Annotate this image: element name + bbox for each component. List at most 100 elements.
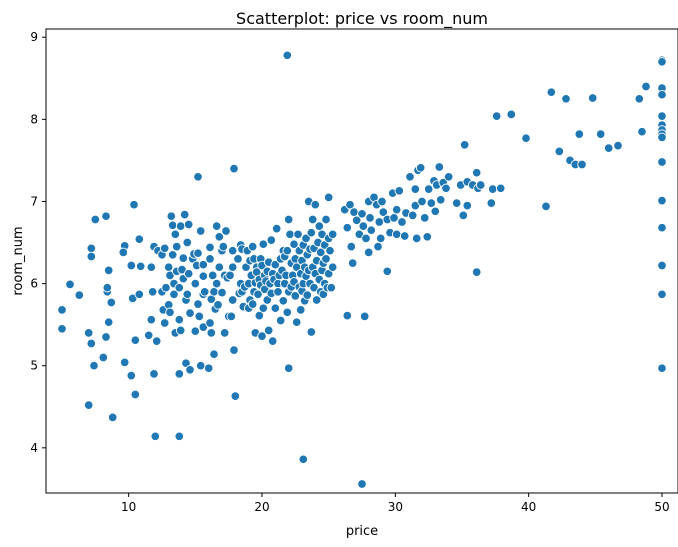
data-point (554, 146, 565, 157)
data-point (257, 331, 267, 341)
data-point (282, 50, 293, 61)
data-point (135, 261, 146, 272)
data-point (101, 211, 111, 221)
data-point (345, 199, 355, 210)
data-point (377, 196, 387, 207)
data-point (451, 198, 462, 208)
data-point (174, 314, 185, 325)
data-point (213, 300, 223, 310)
data-point (214, 232, 225, 242)
data-point (459, 140, 470, 150)
data-point (613, 140, 623, 151)
data-point (198, 322, 209, 332)
x-tick-label: 30 (388, 500, 403, 514)
data-point (175, 221, 186, 231)
data-point (327, 229, 338, 240)
y-tick-label: 7 (30, 194, 38, 208)
chart-title: Scatterplot: price vs room_num (236, 9, 488, 29)
data-point (209, 287, 219, 297)
data-point (209, 349, 219, 359)
data-point (169, 289, 179, 300)
data-point (657, 57, 667, 67)
x-tick-label: 20 (254, 500, 269, 514)
data-point (366, 225, 377, 235)
data-point (258, 239, 269, 249)
data-point (410, 184, 421, 194)
data-point (495, 183, 506, 194)
data-point (194, 311, 205, 322)
data-point (98, 352, 109, 363)
data-point (74, 290, 85, 300)
data-point (283, 214, 294, 225)
data-point (159, 318, 170, 328)
data-point (89, 360, 99, 371)
y-tick-label: 6 (30, 277, 38, 291)
x-tick-label: 10 (121, 500, 136, 514)
data-point (595, 129, 606, 139)
data-point (182, 289, 193, 300)
data-point (327, 262, 338, 272)
data-point (577, 159, 587, 170)
data-point (397, 217, 407, 227)
data-point (167, 250, 178, 260)
data-point (143, 330, 154, 341)
data-point (227, 295, 238, 305)
data-point (295, 305, 306, 315)
data-point (587, 93, 598, 103)
data-point (363, 247, 374, 258)
data-point (471, 267, 482, 277)
data-point (214, 262, 225, 272)
y-axis-label: room_num (11, 226, 26, 295)
data-point (462, 200, 473, 211)
data-points (57, 50, 667, 489)
data-point (174, 431, 185, 442)
data-point (271, 223, 282, 234)
data-point (285, 229, 295, 240)
data-point (637, 126, 647, 137)
data-point (657, 111, 667, 121)
data-point (411, 233, 422, 244)
data-point (178, 253, 189, 263)
data-point (603, 143, 614, 153)
data-point (323, 192, 334, 203)
data-point (491, 111, 502, 121)
data-point (435, 195, 446, 205)
data-point (365, 213, 375, 223)
data-point (443, 172, 454, 182)
data-point (389, 213, 399, 223)
data-point (163, 262, 174, 272)
data-point (471, 167, 482, 178)
y-tick-label: 9 (30, 30, 38, 44)
data-point (146, 314, 157, 325)
data-point (174, 282, 185, 293)
data-point (283, 363, 294, 373)
data-point (190, 326, 201, 336)
data-point (159, 243, 170, 254)
data-point (182, 237, 193, 248)
data-point (374, 217, 385, 227)
data-point (475, 180, 486, 190)
data-point (306, 327, 317, 337)
data-point (174, 369, 185, 379)
data-point (247, 299, 258, 309)
data-point (486, 198, 497, 208)
data-point (253, 289, 263, 300)
data-point (229, 345, 239, 355)
data-point (657, 195, 667, 206)
data-point (65, 279, 75, 290)
axis-ticks: 10 20 30 40 50 4 5 6 7 8 9 (30, 30, 669, 514)
data-point (177, 264, 187, 275)
data-point (167, 220, 178, 231)
data-point (198, 259, 209, 270)
data-point (206, 328, 217, 338)
data-point (506, 109, 517, 120)
data-point (57, 305, 67, 315)
data-point (205, 254, 215, 264)
data-point (205, 318, 215, 328)
data-point (541, 201, 551, 212)
data-point (326, 282, 337, 293)
data-point (657, 222, 667, 233)
data-point (270, 303, 281, 313)
data-point (227, 262, 238, 272)
